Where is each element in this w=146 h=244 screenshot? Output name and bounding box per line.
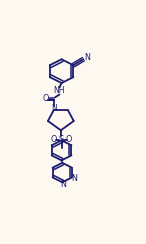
- Text: N: N: [84, 53, 90, 62]
- Text: N: N: [51, 104, 57, 113]
- Text: O: O: [51, 135, 57, 144]
- Text: N: N: [72, 174, 77, 183]
- Text: O: O: [43, 94, 49, 103]
- Text: S: S: [59, 135, 64, 144]
- Text: O: O: [66, 135, 72, 144]
- Text: N: N: [60, 180, 66, 189]
- Text: NH: NH: [54, 86, 65, 95]
